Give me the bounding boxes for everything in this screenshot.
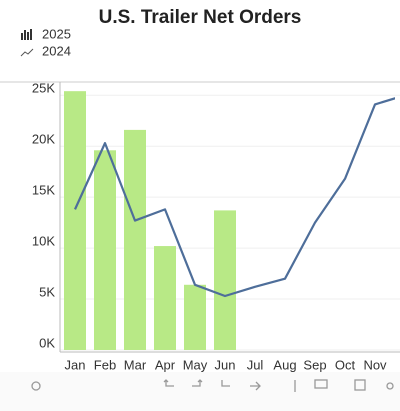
bar [214,210,236,350]
bar [94,150,116,350]
legend: 2025 2024 [20,26,71,58]
download-icon[interactable] [314,379,328,389]
x-tick-label: Sep [303,357,326,372]
y-tick-label: 25K [32,81,55,96]
line [73,97,395,298]
x-tick-label: Jan [65,357,86,372]
legend-line-icon [20,48,34,57]
x-tick-label: Aug [273,357,296,372]
chart-title: U.S. Trailer Net Orders [99,7,302,28]
redo-icon[interactable] [192,379,203,387]
undo-icon[interactable] [163,379,174,387]
legend-label: 2025 [42,26,71,41]
revert-icon[interactable] [221,380,230,387]
x-tick-label: Jul [247,357,264,372]
plot-area [60,91,400,351]
x-tick-label: Mar [124,357,147,372]
y-tick-label: 15K [32,183,55,198]
bar [124,129,146,350]
toolbar [0,372,400,411]
x-tick-label: Jun [215,357,236,372]
bar [154,246,176,350]
y-tick-label: 5K [39,284,55,299]
legend-label: 2024 [42,43,71,58]
y-tick-label: 10K [32,234,55,249]
y-tick-label: 0K [39,335,55,350]
x-tick-label: May [183,357,208,372]
y-tick-label: 20K [32,132,55,147]
x-tick-label: Apr [155,357,176,372]
bar [184,284,206,350]
series-layer [64,91,395,350]
fullscreen-icon[interactable] [354,379,366,391]
x-tick-label: Feb [94,357,116,372]
toolbar-icon[interactable] [31,381,41,391]
x-tick-label: Oct [335,357,356,372]
share-icon[interactable] [386,382,394,390]
bar [64,91,86,350]
legend-bar-icon [21,29,32,40]
x-tick-label: Nov [363,357,387,372]
refresh-icon[interactable] [250,381,261,391]
